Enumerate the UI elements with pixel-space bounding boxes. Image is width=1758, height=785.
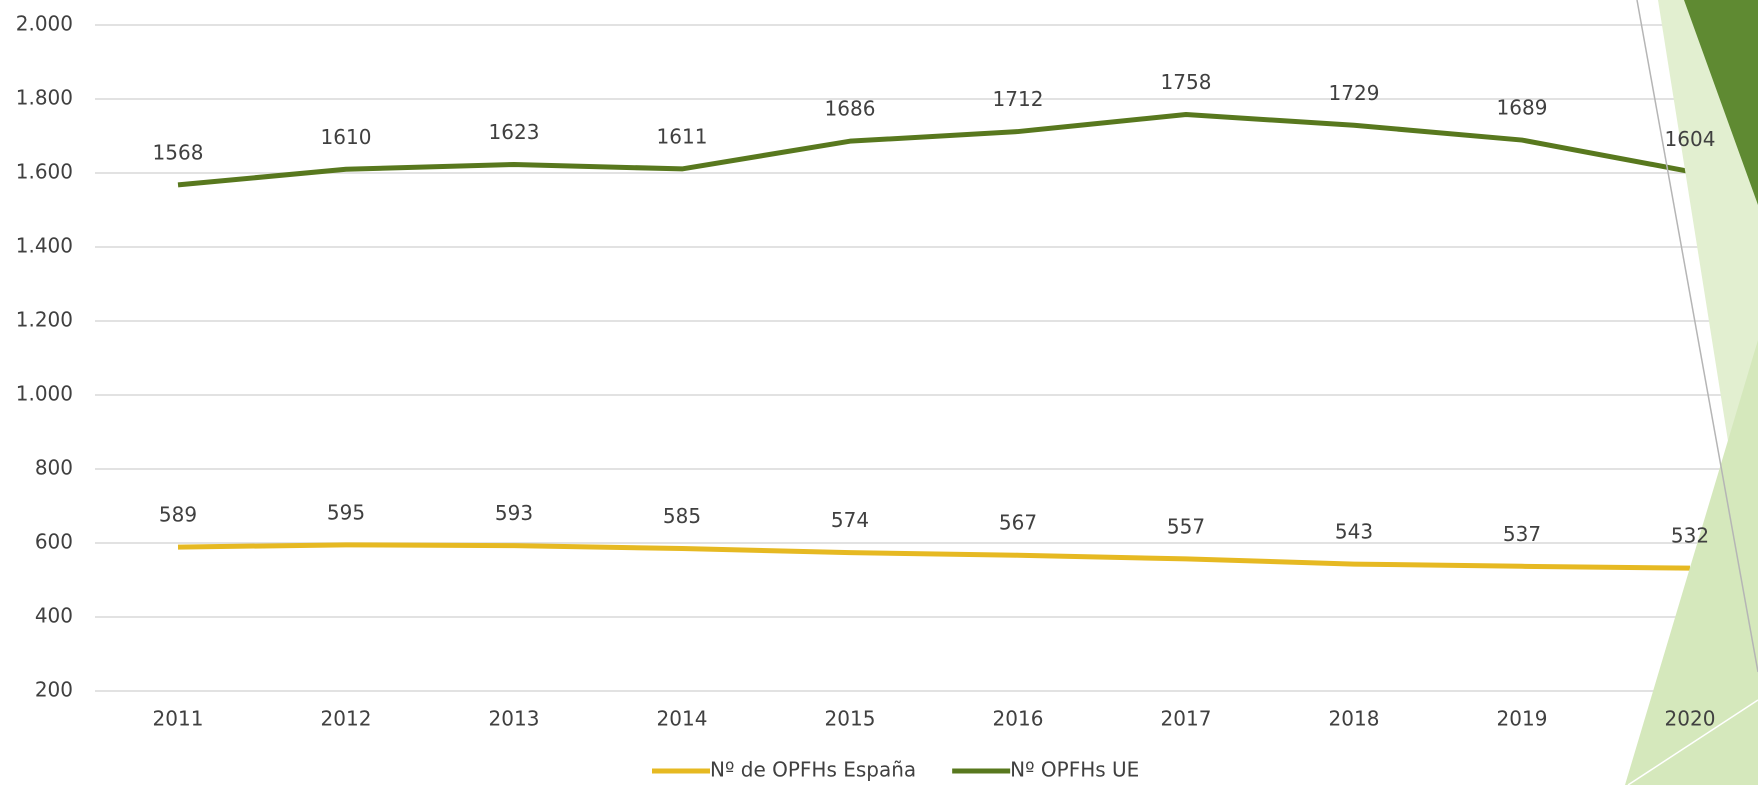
decor-line xyxy=(1636,0,1758,673)
y-tick-label: 800 xyxy=(35,456,73,480)
y-tick-label: 1.200 xyxy=(16,308,73,332)
data-label: 567 xyxy=(999,511,1037,535)
y-tick-label: 1.400 xyxy=(16,234,73,258)
data-label: 574 xyxy=(831,508,869,532)
x-tick-label: 2012 xyxy=(321,707,372,731)
x-tick-label: 2019 xyxy=(1497,707,1548,731)
data-label: 1712 xyxy=(993,87,1044,111)
data-label: 1623 xyxy=(489,120,540,144)
decor-triangle xyxy=(1625,340,1758,785)
data-label: 585 xyxy=(663,504,701,528)
legend-label: Nº OPFHs UE xyxy=(1010,758,1139,782)
y-tick-label: 2.000 xyxy=(16,12,73,36)
data-label: 1568 xyxy=(153,140,204,164)
decoration xyxy=(1625,0,1758,785)
y-tick-label: 1.800 xyxy=(16,86,73,110)
data-label: 543 xyxy=(1335,520,1373,544)
series-line xyxy=(177,542,1691,571)
decor-line xyxy=(1627,699,1758,785)
data-label: 1610 xyxy=(321,125,372,149)
x-tick-label: 2014 xyxy=(657,707,708,731)
x-tick-label: 2020 xyxy=(1665,707,1716,731)
x-tick-label: 2011 xyxy=(153,707,204,731)
data-label: 589 xyxy=(159,503,197,527)
y-tick-label: 600 xyxy=(35,530,73,554)
x-tick-label: 2015 xyxy=(825,707,876,731)
decor-triangle xyxy=(1684,0,1758,205)
data-label: 1758 xyxy=(1161,70,1212,94)
x-tick-label: 2018 xyxy=(1329,707,1380,731)
x-tick-label: 2016 xyxy=(993,707,1044,731)
y-tick-label: 1.000 xyxy=(16,382,73,406)
x-tick-label: 2017 xyxy=(1161,707,1212,731)
y-tick-label: 400 xyxy=(35,604,73,628)
y-tick-label: 1.600 xyxy=(16,160,73,184)
data-label: 595 xyxy=(327,500,365,524)
data-label: 1611 xyxy=(657,124,708,148)
series-line xyxy=(177,112,1691,188)
legend-label: Nº de OPFHs España xyxy=(710,758,916,782)
data-label: 1729 xyxy=(1329,81,1380,105)
data-label: 532 xyxy=(1671,524,1709,548)
data-label: 1604 xyxy=(1665,127,1716,151)
data-label: 537 xyxy=(1503,522,1541,546)
x-tick-label: 2013 xyxy=(489,707,540,731)
data-label: 1686 xyxy=(825,97,876,121)
data-label: 1689 xyxy=(1497,96,1548,120)
data-label: 557 xyxy=(1167,514,1205,538)
y-tick-label: 200 xyxy=(35,678,73,702)
data-label: 593 xyxy=(495,501,533,525)
